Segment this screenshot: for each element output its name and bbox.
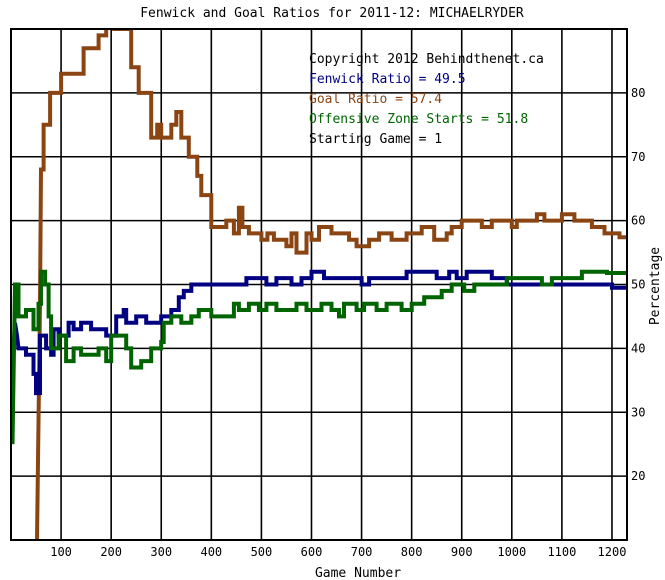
annotation-line: Fenwick Ratio = 49.5 (309, 72, 466, 87)
series-line-goal-ratio (35, 29, 627, 540)
x-tick-label: 100 (50, 545, 72, 559)
y-tick-label: 30 (631, 405, 645, 419)
y-tick-label: 20 (631, 469, 645, 483)
y-tick-label: 60 (631, 214, 645, 228)
annotation-line: Starting Game = 1 (309, 132, 442, 147)
x-tick-label: 1100 (547, 545, 576, 559)
x-tick-label: 1000 (497, 545, 526, 559)
x-tick-label: 900 (451, 545, 473, 559)
series-lines (11, 29, 627, 540)
y-tick-label: 70 (631, 150, 645, 164)
series-line-offensive-zone-starts (11, 269, 627, 445)
series-line-fenwick-ratio (11, 269, 627, 396)
annotation-line: Offensive Zone Starts = 51.8 (309, 112, 528, 127)
x-tick-label: 600 (301, 545, 323, 559)
y-tick-label: 80 (631, 86, 645, 100)
x-tick-label: 300 (150, 545, 172, 559)
x-tick-label: 800 (401, 545, 423, 559)
annotation-line: Goal Ratio = 57.4 (309, 92, 442, 107)
x-tick-label: 200 (100, 545, 122, 559)
x-tick-label: 400 (200, 545, 222, 559)
grid-lines (11, 29, 627, 540)
axis-ticks: 100 200 300 400 500 600 700 800 900 1000 1100 1200 2… (50, 86, 645, 559)
annotation-line: Copyright 2012 Behindthenet.ca (309, 52, 544, 67)
y-tick-label: 50 (631, 278, 645, 292)
plot-frame (10, 28, 628, 541)
y-axis-label: Percentage (648, 247, 663, 325)
annotation-block: Copyright 2012 Behindthenet.ca Fenwick Ra… (309, 52, 544, 147)
chart-title: Fenwick and Goal Ratios for 2011-12: MIC… (140, 6, 524, 21)
x-axis-label: Game Number (315, 566, 401, 580)
y-tick-label: 40 (631, 341, 645, 355)
x-tick-label: 1200 (598, 545, 627, 559)
x-tick-label: 500 (251, 545, 273, 559)
x-tick-label: 700 (351, 545, 373, 559)
